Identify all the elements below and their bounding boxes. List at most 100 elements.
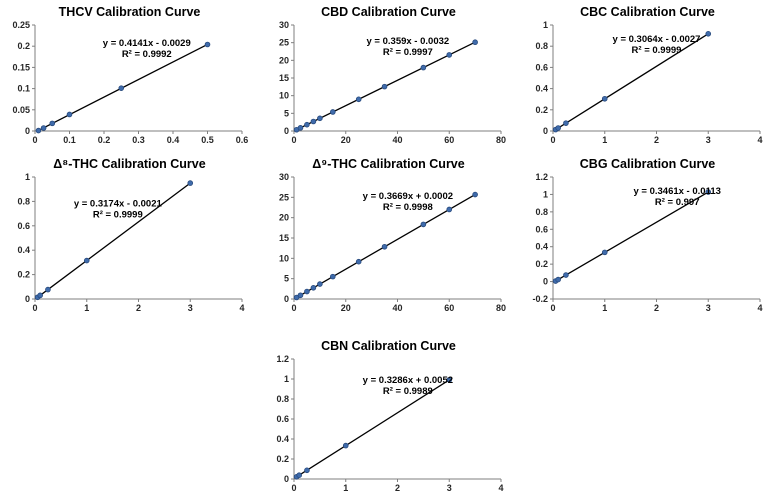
chart-d8-thc: Δ⁸-THC Calibration Curve 0 1 2 3 4 0 0.2 0.4 0.6… (0, 152, 259, 320)
data-point (83, 257, 90, 264)
data-point (66, 111, 72, 118)
x-tick-label: 1 (343, 483, 348, 493)
data-point (44, 286, 51, 293)
y-tick-label: 20 (278, 55, 288, 65)
y-tick-label: 0.05 (12, 105, 30, 115)
x-tick-label: 2 (653, 135, 658, 145)
data-point (445, 206, 452, 213)
x-tick-label: 0.1 (63, 135, 76, 145)
y-tick-label: 0 (24, 294, 29, 304)
y-tick-label: 0.2 (535, 259, 548, 269)
data-point (445, 377, 452, 383)
data-point (342, 442, 349, 449)
y-tick-label: 0.4 (535, 242, 548, 252)
data-point (420, 64, 426, 71)
y-tick-label: 0.4 (17, 245, 30, 255)
x-tick-label: 0.6 (235, 135, 248, 145)
x-tick-label: 0.5 (201, 135, 214, 145)
x-tick-label: 2 (394, 483, 399, 493)
x-tick-label: 4 (757, 303, 762, 313)
x-tick-label: 0.2 (97, 135, 110, 145)
r-squared-label: R² = 0.9999 (631, 45, 681, 56)
y-tick-label: 0 (283, 126, 288, 136)
data-point (297, 292, 303, 299)
chart-title-cbn: CBN Calibration Curve (321, 339, 456, 353)
chart-cbd: CBD Calibration Curve 0 20 40 60 80 0 5 10 15 20 2… (259, 0, 518, 152)
y-tick-label: 0 (283, 474, 288, 484)
chart-title-d8-thc: Δ⁸-THC Calibration Curve (53, 157, 206, 171)
x-tick-label: 3 (187, 303, 192, 313)
data-point (303, 121, 310, 128)
data-point (35, 127, 41, 134)
y-tick-label: 25 (278, 192, 288, 202)
equation-label: y = 0.3064x - 0.0027 (612, 34, 700, 45)
r-squared-label: R² = 0.9989 (382, 386, 432, 397)
d8-thc-plot: 0 1 2 3 4 0 0.2 0.4 0.6 0.8 1 y = 0.3174x - 0.0021R… (17, 172, 244, 313)
y-tick-label: 25 (278, 38, 288, 48)
equation-label: y = 0.3461x - 0.0113 (633, 186, 720, 197)
y-tick-label: 5 (283, 108, 288, 118)
y-tick-label: 0.2 (17, 270, 30, 280)
x-tick-label: 0 (32, 135, 37, 145)
x-tick-label: 1 (602, 135, 607, 145)
y-tick-label: 1 (24, 172, 29, 182)
y-tick-label: 0.25 (12, 20, 30, 30)
equation-label: y = 0.3174x - 0.0021 (73, 198, 162, 209)
y-tick-label: 0.6 (535, 224, 548, 234)
chart-cbc: CBC Calibration Curve 0 1 2 3 4 0 0.2 0.4 0.6 0.8… (518, 0, 777, 152)
y-tick-label: 1.2 (276, 354, 289, 364)
y-tick-label: 0.6 (535, 62, 548, 72)
d9-thc-plot: 0 20 40 60 80 0 5 10 15 20 25 30 y = 0.3669x + 0.000… (278, 172, 505, 313)
x-tick-label: 4 (239, 303, 244, 313)
equation-label: y = 0.3286x + 0.0052 (362, 375, 452, 386)
data-point (554, 276, 561, 283)
equation-label: y = 0.3669x + 0.0002 (362, 191, 452, 202)
y-tick-label: 10 (278, 253, 288, 263)
chart-title-cbd: CBD Calibration Curve (321, 5, 456, 19)
x-tick-label: 0 (32, 303, 37, 313)
x-tick-label: 80 (495, 135, 505, 145)
data-point (329, 273, 336, 280)
r-squared-label: R² = 0.9998 (382, 202, 432, 213)
r-squared-label: R² = 0.9999 (92, 209, 142, 220)
x-tick-label: 40 (392, 303, 402, 313)
y-tick-label: 10 (278, 91, 288, 101)
chart-d9-thc: Δ⁹-THC Calibration Curve 0 20 40 60 80 0 5 10 15… (259, 152, 518, 320)
y-tick-label: 15 (278, 233, 288, 243)
chart-title-cbg: CBG Calibration Curve (579, 157, 716, 171)
x-tick-label: 0 (550, 135, 555, 145)
data-point (310, 118, 316, 125)
equation-label: y = 0.359x - 0.0032 (366, 36, 449, 47)
x-tick-label: 0.3 (132, 135, 145, 145)
y-tick-label: 0 (283, 294, 288, 304)
data-point (601, 249, 608, 256)
r-squared-label: R² = 0.9997 (382, 47, 432, 58)
x-tick-label: 0 (550, 303, 555, 313)
data-point (704, 189, 711, 195)
trendline (36, 182, 191, 298)
y-tick-label: 0.1 (17, 84, 30, 94)
y-tick-label: 15 (278, 73, 288, 83)
r-squared-label: R² = 0.997 (654, 197, 699, 208)
x-tick-label: 3 (705, 303, 710, 313)
data-point (471, 39, 478, 46)
data-point (355, 258, 361, 265)
data-point (381, 83, 387, 90)
x-tick-label: 40 (392, 135, 402, 145)
chart-title-d9-thc: Δ⁹-THC Calibration Curve (312, 157, 465, 171)
data-point (329, 109, 336, 115)
x-tick-label: 0 (291, 135, 296, 145)
data-point (704, 30, 711, 37)
data-point (562, 120, 569, 126)
cbc-plot: 0 1 2 3 4 0 0.2 0.4 0.6 0.8 1 y = 0.3064x - 0.0027R… (535, 20, 762, 145)
y-tick-label: -0.2 (532, 294, 548, 304)
data-point (471, 191, 478, 198)
equation-label: y = 0.4141x - 0.0029 (102, 38, 190, 49)
x-tick-label: 1 (84, 303, 89, 313)
chart-title-cbc: CBC Calibration Curve (580, 5, 715, 19)
x-tick-label: 4 (498, 483, 503, 493)
data-point (303, 467, 310, 474)
y-tick-label: 1.2 (535, 172, 548, 182)
